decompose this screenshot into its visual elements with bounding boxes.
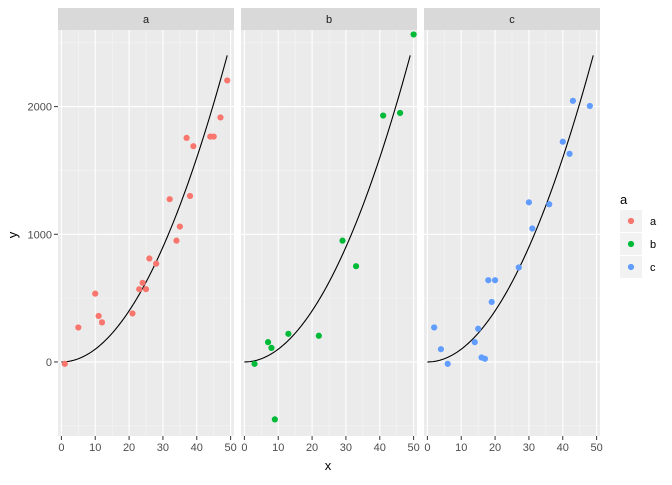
y-tick-label: 1000: [28, 229, 52, 241]
x-tick-label: 30: [523, 442, 535, 454]
facet-strip: [241, 8, 417, 30]
x-tick-label: 0: [424, 442, 430, 454]
data-point: [410, 31, 417, 38]
x-tick-label: 40: [557, 442, 569, 454]
data-point: [183, 134, 190, 141]
data-point: [190, 143, 197, 150]
x-tick-label: 10: [455, 442, 467, 454]
x-tick-label: 50: [224, 442, 236, 454]
y-tick-label: 2000: [28, 102, 52, 114]
data-point: [166, 196, 173, 203]
y-axis-title: y: [5, 231, 20, 238]
facet-panel-b: b 0 10 20 30 40 50: [241, 8, 420, 454]
data-point: [444, 360, 451, 367]
x-tick-label: 50: [590, 442, 602, 454]
legend-label-a: a: [650, 216, 657, 228]
legend-key-c: [627, 263, 635, 271]
x-tick-label: 10: [272, 442, 284, 454]
legend-key-a: [627, 217, 635, 225]
data-point: [525, 199, 533, 206]
x-tick-label: 0: [58, 442, 64, 454]
data-point: [485, 277, 492, 284]
data-point: [491, 277, 499, 284]
x-tick-label: 20: [306, 442, 318, 454]
data-point: [61, 360, 68, 367]
legend-label-c: c: [650, 262, 656, 274]
x-tick-label: 50: [407, 442, 419, 454]
data-point: [431, 324, 438, 331]
legend: a abc: [620, 192, 657, 278]
data-point: [95, 312, 102, 320]
facet-panel-a: a 0 10 20 30 40 50 0 1000 2000: [28, 8, 237, 454]
legend-keys: abc: [620, 210, 657, 278]
facet-panel-c: c 0 10 20 30 40 50: [424, 8, 603, 454]
data-point: [224, 77, 231, 84]
data-point: [136, 286, 143, 293]
data-point: [488, 298, 495, 306]
data-point: [146, 255, 153, 262]
data-point: [569, 97, 577, 104]
data-point: [529, 225, 536, 232]
data-point: [339, 237, 346, 244]
x-axis-title: x: [325, 458, 332, 473]
fit-curve: [427, 55, 594, 363]
y-tick-label: 0: [46, 357, 52, 369]
data-point: [437, 346, 445, 353]
data-point: [586, 102, 593, 110]
fit-curve: [244, 55, 411, 363]
legend-title: a: [620, 192, 628, 207]
x-tick-label: 40: [374, 442, 386, 454]
data-point: [264, 339, 272, 346]
data-point: [481, 355, 489, 362]
data-point: [173, 237, 180, 244]
legend-key-b: [627, 240, 635, 248]
data-point: [142, 286, 150, 293]
x-tick-label: 30: [157, 442, 169, 454]
legend-label-b: b: [650, 239, 656, 251]
data-point: [546, 201, 553, 208]
x-tick-label: 10: [89, 442, 101, 454]
data-point: [285, 330, 292, 337]
data-point: [92, 290, 99, 297]
facet-strip: [58, 8, 234, 30]
data-point: [268, 344, 275, 352]
data-point: [176, 223, 183, 230]
data-point: [559, 138, 566, 145]
data-point: [251, 360, 258, 367]
panels-layer: a 0 10 20 30 40 50 0 1000 2000 b 0 10 20 30 40 50 c 0 10 20 3…: [28, 8, 603, 454]
x-tick-label: 30: [340, 442, 352, 454]
data-point: [153, 260, 160, 267]
x-tick-label: 20: [489, 442, 501, 454]
facet-strip-label: a: [143, 14, 150, 26]
data-point: [186, 192, 194, 200]
data-point: [515, 264, 522, 271]
facet-strip-label: c: [509, 14, 515, 26]
data-point: [75, 324, 82, 331]
facet-strip: [424, 8, 600, 30]
data-point: [139, 279, 146, 286]
data-point: [566, 150, 573, 157]
x-tick-label: 40: [191, 442, 203, 454]
x-tick-label: 0: [241, 442, 247, 454]
data-point: [396, 109, 404, 117]
data-point: [471, 339, 478, 346]
data-point: [217, 114, 224, 121]
data-point: [98, 319, 106, 326]
x-tick-label: 20: [123, 442, 135, 454]
data-point: [210, 133, 217, 140]
data-point: [352, 263, 360, 270]
data-point: [129, 310, 136, 317]
facet-strip-label: b: [326, 14, 332, 26]
data-point: [380, 112, 387, 119]
data-point: [475, 325, 482, 332]
data-point: [271, 416, 278, 423]
data-point: [315, 332, 322, 339]
